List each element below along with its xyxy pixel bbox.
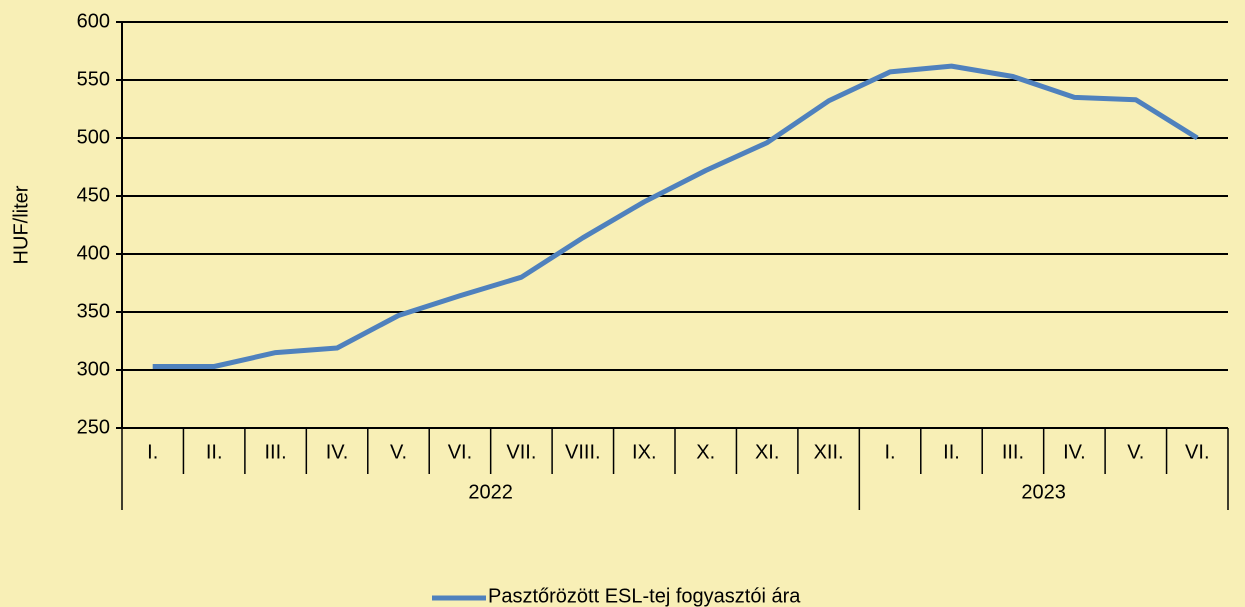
x-tick-label: VI. — [1185, 441, 1209, 463]
x-tick-label: XI. — [755, 441, 779, 463]
x-tick-label: VII. — [506, 441, 536, 463]
x-tick-label: IV. — [1063, 441, 1086, 463]
y-tick-label: 400 — [77, 242, 110, 264]
x-tick-label: III. — [1002, 441, 1024, 463]
x-tick-label: V. — [1127, 441, 1144, 463]
y-tick-label: 550 — [77, 68, 110, 90]
x-tick-label: XII. — [814, 441, 844, 463]
y-tick-label: 500 — [77, 126, 110, 148]
x-tick-label: VIII. — [565, 441, 601, 463]
x-tick-label: V. — [390, 441, 407, 463]
x-tick-label: I. — [884, 441, 895, 463]
y-tick-label: 250 — [77, 416, 110, 438]
x-tick-label: VI. — [448, 441, 472, 463]
x-tick-label: X. — [696, 441, 715, 463]
group-label: 2022 — [468, 481, 513, 503]
x-tick-label: IX. — [632, 441, 656, 463]
x-tick-label: I. — [147, 441, 158, 463]
x-tick-label: II. — [943, 441, 960, 463]
line-series — [152, 63, 1199, 369]
legend-label: Pasztőrözött ESL-tej fogyasztói ára — [488, 585, 801, 607]
x-tick-label: II. — [206, 441, 223, 463]
y-tick-label: 300 — [77, 358, 110, 380]
x-tick-label: III. — [264, 441, 286, 463]
x-tick-label: IV. — [326, 441, 349, 463]
y-axis-label: HUF/liter — [10, 185, 32, 264]
y-tick-label: 350 — [77, 300, 110, 322]
y-tick-label: 450 — [77, 184, 110, 206]
group-label: 2023 — [1021, 481, 1066, 503]
y-tick-label: 600 — [77, 10, 110, 32]
